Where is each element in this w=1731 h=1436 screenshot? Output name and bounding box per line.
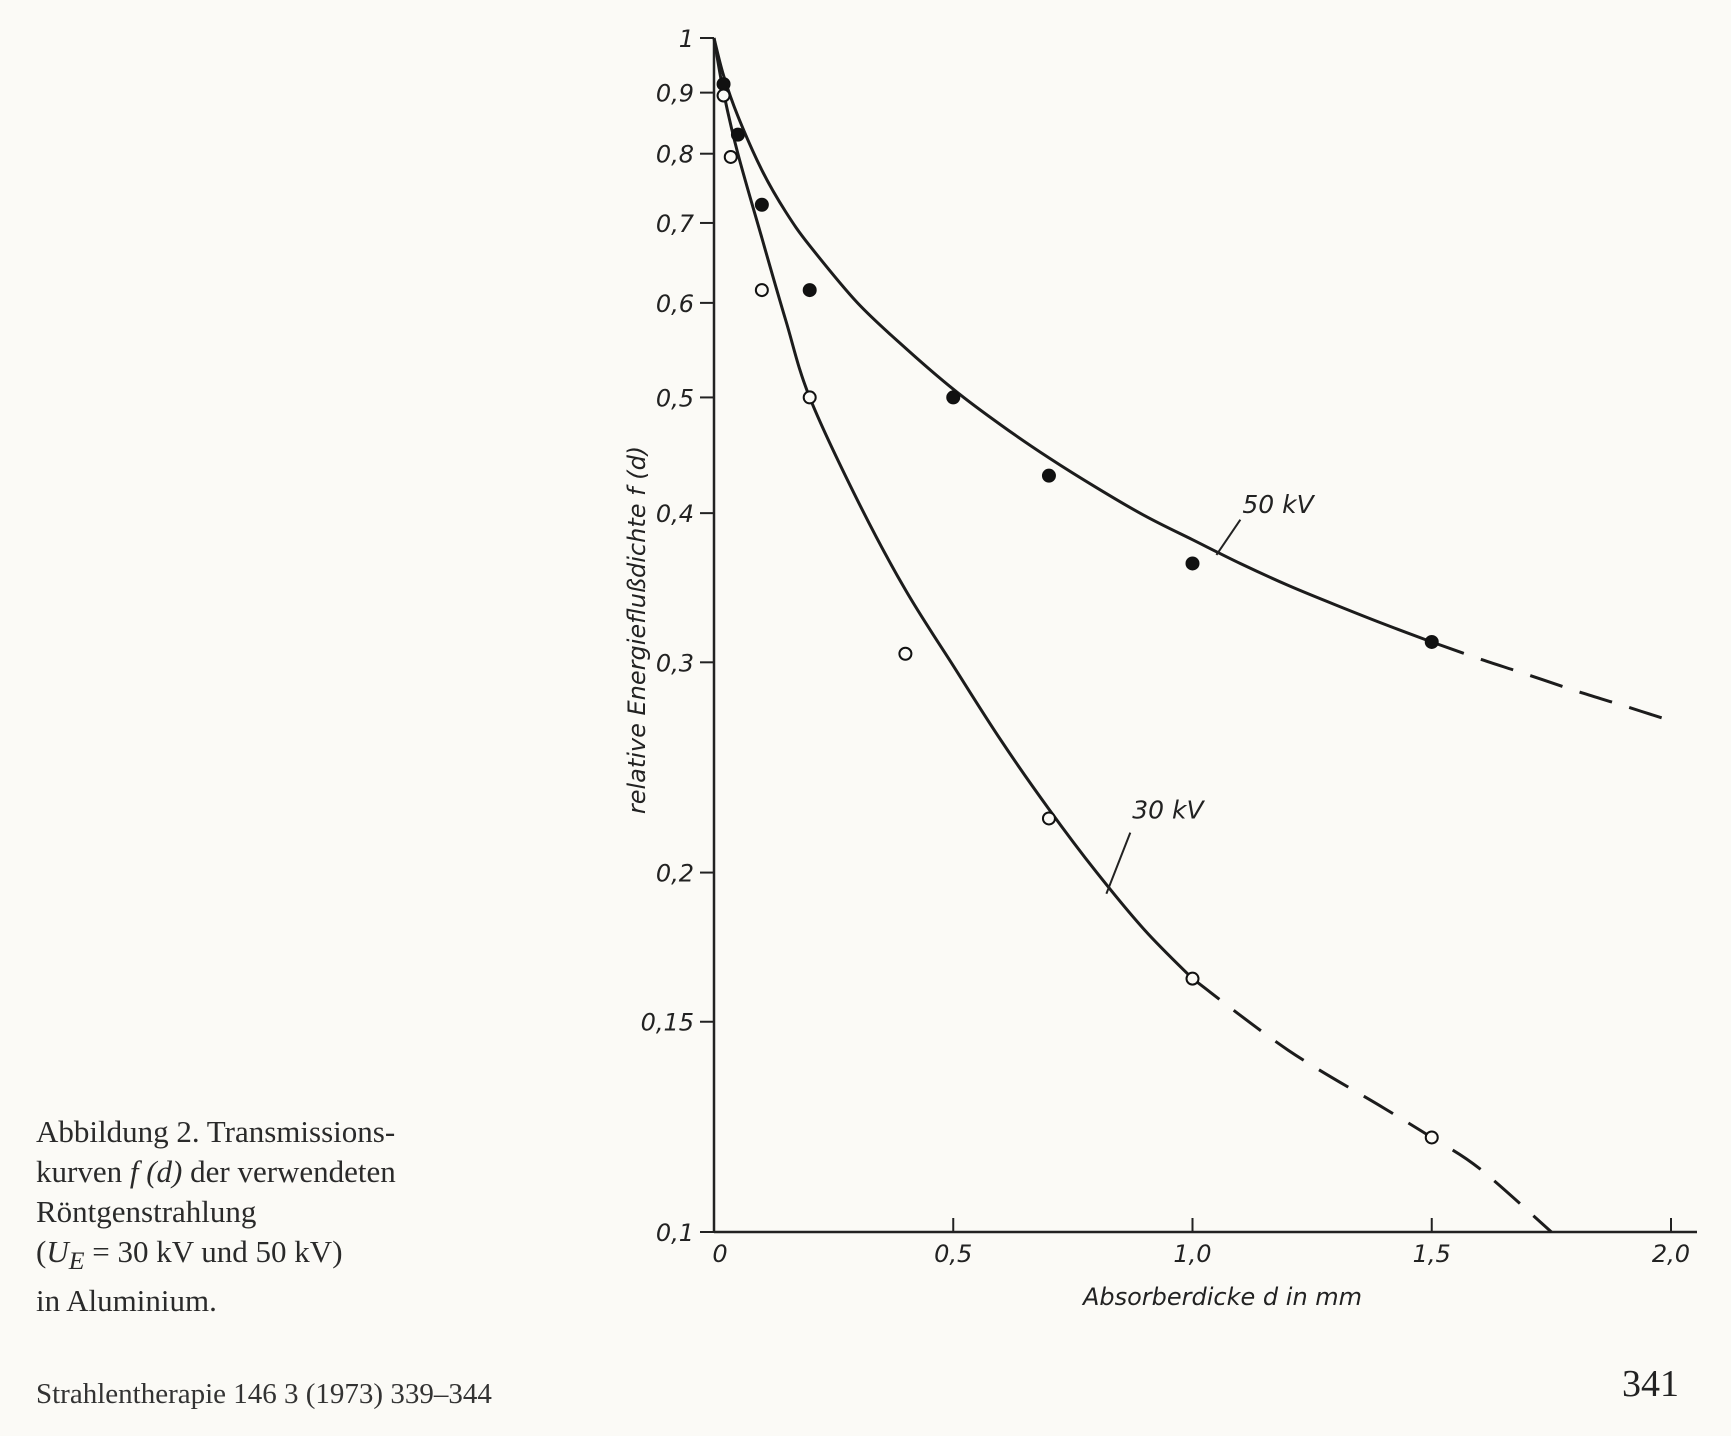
x-tick-label: 1,5: [1413, 1240, 1451, 1268]
page-number: 341: [1622, 1363, 1679, 1405]
curve-30kv-dashed: [1191, 977, 1553, 1234]
y-tick-label: 0,4: [656, 500, 694, 528]
curve-50kv-dashed: [1431, 640, 1672, 723]
labels: 0,1 0,15 0,2 0,3 0,4 0,5 0,6 0,7 0,8 0,9 1 0 0,5 1,0 1…: [623, 25, 1690, 1311]
point-30kv: [1041, 811, 1056, 826]
caption-text: der verwendeten: [182, 1154, 396, 1189]
leader-30kv: [1105, 832, 1132, 895]
leader-50kv: [1215, 519, 1242, 556]
axes: [700, 37, 1697, 1234]
series-label-50kv: 50 kV: [1242, 490, 1315, 519]
caption-math: U: [46, 1234, 69, 1269]
point-30kv: [898, 646, 913, 661]
curve-50kv-solid: [712, 37, 1433, 644]
caption-line-4: (UE = 30 kV und 50 kV): [36, 1232, 556, 1281]
caption-line-3: Röntgenstrahlung: [36, 1194, 257, 1229]
y-tick-label: 0,2: [656, 860, 694, 888]
caption-text: (: [36, 1234, 47, 1269]
curves: [712, 37, 1672, 1234]
x-axis-title: Absorberdicke d in mm: [1081, 1283, 1362, 1311]
y-tick-label: 0,5: [656, 384, 694, 412]
caption-line-5: in Aluminium.: [36, 1283, 217, 1319]
y-tick-label: 0,1: [656, 1219, 694, 1247]
point-50kv: [1041, 468, 1056, 483]
x-tick-label: 0,5: [934, 1240, 972, 1268]
point-30kv: [754, 283, 769, 298]
caption-line-1: Abbildung 2. Transmissions-: [36, 1114, 396, 1149]
figure-caption: Abbildung 2. Transmissions- kurven f (d)…: [36, 1112, 556, 1321]
y-tick-label: 0,9: [656, 80, 694, 108]
point-50kv: [730, 127, 745, 142]
x-tick-label: 1,0: [1173, 1240, 1211, 1268]
point-30kv: [1424, 1130, 1439, 1145]
y-tick-label: 0,6: [656, 290, 694, 318]
caption-line-2: kurven f (d) der verwendeten: [36, 1152, 556, 1192]
y-tick-label: 0,15: [641, 1009, 694, 1037]
y-tick-label: 0,3: [656, 649, 694, 677]
x-tick-label: 0: [712, 1240, 727, 1268]
point-30kv: [723, 149, 738, 164]
point-50kv: [946, 390, 961, 405]
y-tick-label: 1: [679, 25, 694, 53]
y-axis-title: relative Energieflußdichte f (d): [623, 446, 651, 814]
point-30kv: [802, 390, 817, 405]
point-50kv: [1424, 634, 1439, 649]
series-label-30kv: 30 kV: [1132, 795, 1205, 824]
point-30kv: [1185, 971, 1200, 986]
point-50kv: [802, 283, 817, 298]
data-points: [716, 77, 1439, 1145]
curve-30kv-solid: [712, 37, 1194, 980]
x-tick-label: 2,0: [1652, 1240, 1690, 1268]
y-tick-label: 0,8: [656, 141, 694, 169]
y-tick-label: 0,7: [656, 210, 695, 238]
caption-text: = 30 kV und 50 kV): [84, 1234, 343, 1269]
caption-text: kurven: [36, 1154, 130, 1189]
caption-math-subscript: E: [68, 1246, 85, 1276]
point-50kv: [754, 197, 769, 212]
point-50kv: [1185, 556, 1200, 571]
caption-math: f (d): [129, 1154, 183, 1189]
point-30kv: [716, 88, 731, 103]
journal-citation: Strahlentherapie 146 3 (1973) 339–344: [36, 1378, 492, 1410]
